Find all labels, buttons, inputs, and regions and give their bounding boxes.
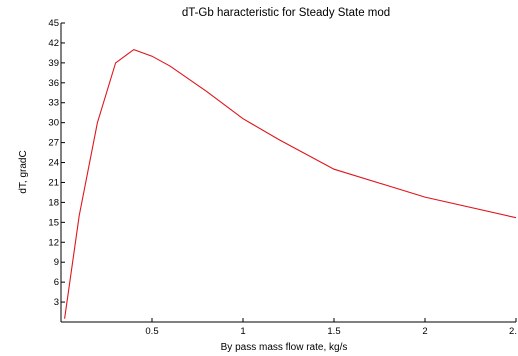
y-tick-label: 27 <box>48 138 59 149</box>
chart-title: dT-Gb haracteristic for Steady State mod <box>182 7 390 19</box>
y-tick-label: 15 <box>48 217 59 228</box>
y-tick-label: 39 <box>48 58 59 69</box>
x-tick-label: 1.5 <box>327 326 340 337</box>
y-tick-label: 45 <box>48 18 59 29</box>
x-tick-label: 2. <box>509 326 517 337</box>
y-tick-label: 18 <box>48 197 59 208</box>
y-tick-label: 24 <box>48 158 59 169</box>
y-tick-label: 3 <box>54 297 59 308</box>
y-tick-label: 33 <box>48 98 59 109</box>
y-tick-label: 42 <box>48 38 59 49</box>
y-tick-label: 21 <box>48 177 59 188</box>
y-tick-label: 30 <box>48 118 59 129</box>
x-tick-label: 0.5 <box>145 326 158 337</box>
y-tick-label: 6 <box>54 277 59 288</box>
y-axis-label: dT, gradC <box>18 150 29 193</box>
y-tick-label: 9 <box>54 257 59 268</box>
y-tick-label: 12 <box>48 237 59 248</box>
x-tick-label: 1 <box>240 326 245 337</box>
series-line <box>64 48 517 319</box>
x-axis-label: By pass mass flow rate, kg/s <box>221 342 348 353</box>
y-tick-label: 36 <box>48 78 59 89</box>
x-tick-label: 2 <box>422 326 427 337</box>
